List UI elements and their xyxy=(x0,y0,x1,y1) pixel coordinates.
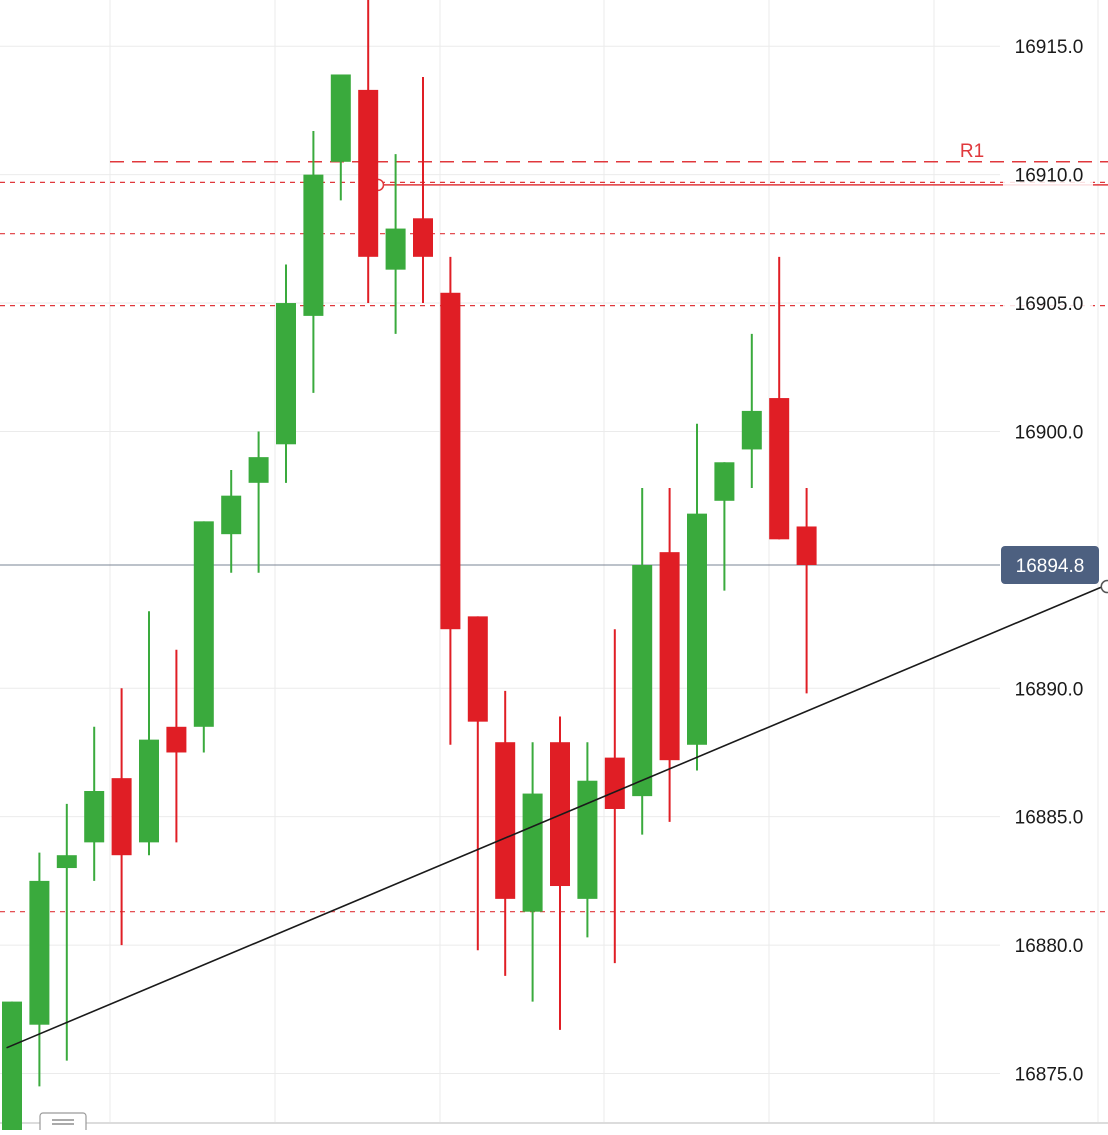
current-price-badge xyxy=(1001,546,1099,584)
candle-body xyxy=(358,89,379,257)
candle-body xyxy=(248,457,269,483)
y-tick-label: 16905.0 xyxy=(1015,294,1084,315)
candle-body xyxy=(139,739,159,843)
candle-body xyxy=(577,780,598,899)
candle-body xyxy=(495,742,516,899)
candle-body xyxy=(385,228,406,270)
candle-body xyxy=(276,303,296,445)
tick-label-bg xyxy=(1003,1061,1093,1086)
tick-label-bg xyxy=(1003,676,1093,701)
y-tick-label: 16875.0 xyxy=(1015,1065,1084,1086)
candles xyxy=(2,0,817,1135)
y-tick-label: 16915.0 xyxy=(1015,37,1084,58)
chart-controls xyxy=(39,1112,87,1134)
y-tick-label: 16910.0 xyxy=(1015,166,1084,187)
candle-body xyxy=(193,521,214,727)
trendline-layer xyxy=(6,579,1108,1049)
level-label: R1 xyxy=(960,141,984,162)
current-price-layer: 16894.8 xyxy=(1001,546,1099,584)
support-resistance-levels: R1 xyxy=(0,141,1108,913)
trendline[interactable] xyxy=(6,584,1106,1049)
tick-label-bg xyxy=(1003,291,1093,316)
current-price-label: 16894.8 xyxy=(1016,556,1085,577)
candle-body xyxy=(166,726,187,753)
candle-body xyxy=(687,513,707,745)
tick-label-bg xyxy=(1003,419,1093,444)
candle-body xyxy=(604,757,625,809)
candle-body xyxy=(741,410,762,450)
candle-body xyxy=(330,74,351,162)
candle-body xyxy=(440,292,461,630)
y-tick-label: 16885.0 xyxy=(1015,808,1084,829)
candle-body xyxy=(29,880,50,1025)
time-scroll-handle[interactable] xyxy=(39,1112,87,1134)
tick-label-bg xyxy=(1003,804,1093,829)
candle-body xyxy=(2,1001,22,1135)
trendline-handle[interactable] xyxy=(1100,579,1108,594)
y-tick-label: 16890.0 xyxy=(1015,679,1084,700)
y-tick-label: 16900.0 xyxy=(1015,422,1084,443)
candle-body xyxy=(303,174,324,316)
candle-body xyxy=(221,495,242,535)
candle-body xyxy=(467,616,488,722)
candle-body xyxy=(522,793,543,912)
candle-body xyxy=(84,791,105,843)
candle-body xyxy=(111,778,132,856)
price-axis: 16915.0 16910.0 16905.0 16900.0 16890.0 16885… xyxy=(1003,34,1093,1086)
candle-body xyxy=(714,462,735,501)
candle-body xyxy=(632,565,653,797)
tick-label-bg xyxy=(1003,162,1093,187)
tick-label-bg xyxy=(1003,34,1093,59)
candle-body xyxy=(769,398,790,540)
candle-body xyxy=(413,218,433,257)
candle-body xyxy=(659,552,680,761)
tick-label-bg xyxy=(1003,933,1093,958)
candle-body xyxy=(56,855,77,869)
y-tick-label: 16880.0 xyxy=(1015,936,1084,957)
candle-body xyxy=(796,526,817,565)
